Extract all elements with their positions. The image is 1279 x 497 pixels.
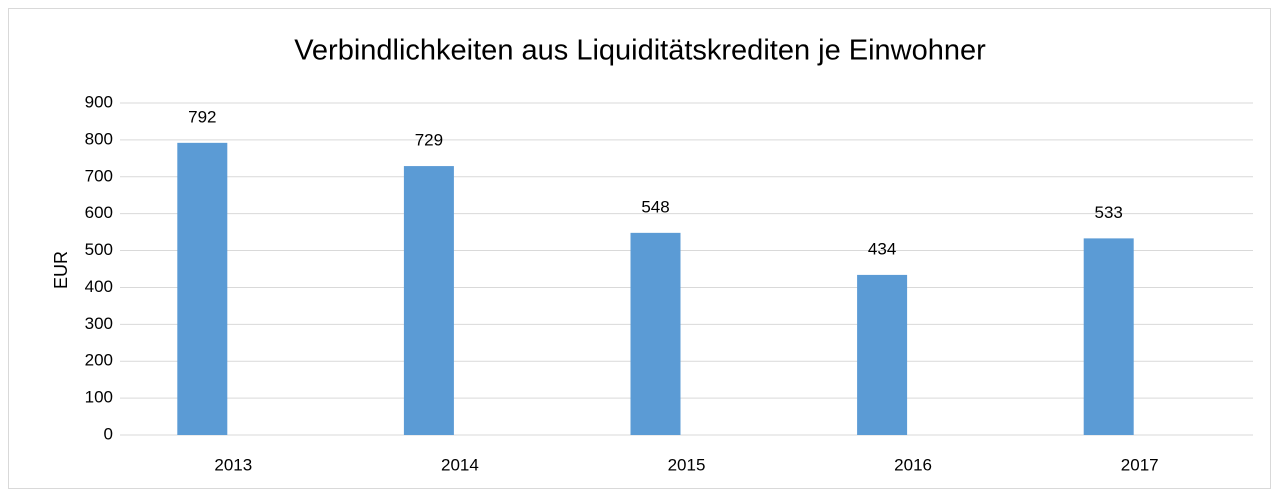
y-tick-label: 600 xyxy=(85,203,113,222)
bar xyxy=(177,142,228,435)
y-tick-label: 300 xyxy=(85,314,113,333)
x-tick-label: 2017 xyxy=(1121,455,1159,474)
y-tick-label: 100 xyxy=(85,388,113,407)
bar xyxy=(630,232,681,435)
x-tick-label: 2013 xyxy=(214,455,252,474)
x-tick-label: 2015 xyxy=(668,455,706,474)
value-label: 533 xyxy=(1095,203,1123,222)
y-tick-label: 900 xyxy=(85,92,113,111)
bar xyxy=(1083,238,1134,435)
x-tick-label: 2014 xyxy=(441,455,479,474)
bar xyxy=(403,166,454,435)
value-label: 729 xyxy=(415,131,443,150)
y-tick-label: 500 xyxy=(85,240,113,259)
value-label: 434 xyxy=(868,239,896,258)
value-label: 792 xyxy=(188,107,216,126)
y-tick-label: 700 xyxy=(85,166,113,185)
y-tick-label: 0 xyxy=(104,424,113,443)
y-tick-label: 200 xyxy=(85,351,113,370)
bar xyxy=(857,274,908,435)
y-tick-label: 800 xyxy=(85,129,113,148)
y-tick-label: 400 xyxy=(85,277,113,296)
x-tick-label: 2016 xyxy=(894,455,932,474)
value-label: 548 xyxy=(641,197,669,216)
y-axis-label: EUR xyxy=(51,251,71,289)
chart-title: Verbindlichkeiten aus Liquiditätskredite… xyxy=(294,35,986,67)
